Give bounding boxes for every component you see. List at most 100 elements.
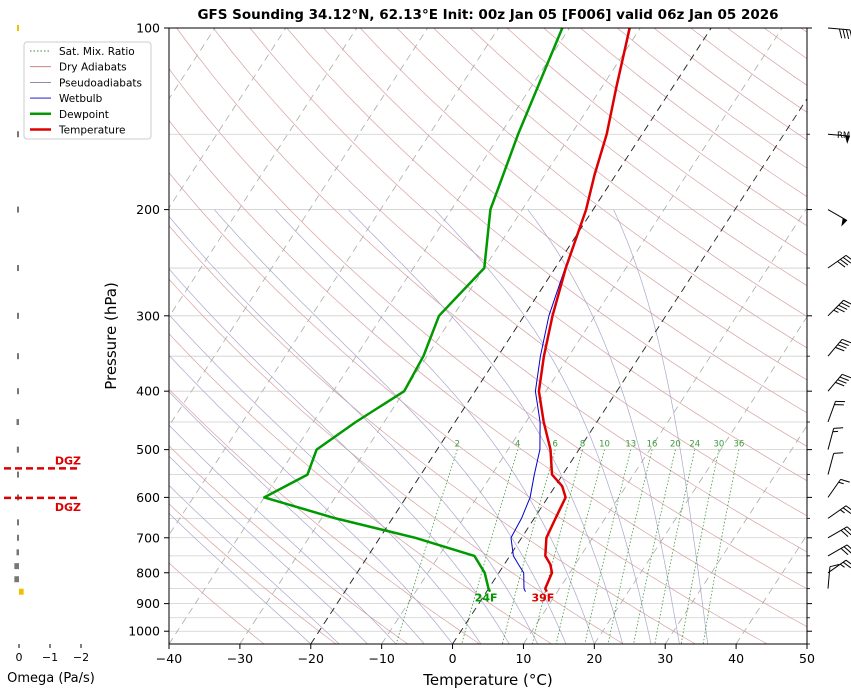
omega-bar — [14, 563, 19, 570]
omega-bar — [17, 519, 19, 526]
x-tick-label: −10 — [368, 651, 394, 666]
pseudoadiabat-line — [169, 512, 312, 644]
legend-label: Pseudoadiabats — [59, 77, 142, 89]
omega-tick-label: −2 — [73, 651, 89, 664]
omega-bar — [17, 353, 19, 360]
pseudoadiabat-line — [169, 484, 340, 644]
mixing-ratio-label: 36 — [733, 440, 744, 450]
wind-barb-full — [835, 307, 845, 313]
dry-adiabat-line — [286, 28, 807, 447]
wind-barb-full — [845, 505, 851, 512]
x-tick-label: 40 — [728, 651, 744, 666]
mixing-ratio-line — [395, 449, 458, 644]
pseudoadiabat-line — [169, 215, 538, 644]
chart-title: GFS Sounding 34.12°N, 62.13°E Init: 00z … — [197, 7, 778, 23]
omega-panel: 0 −1 −2 DGZ DGZ — [4, 25, 89, 664]
wind-barb-full — [849, 29, 851, 40]
wind-barb — [827, 563, 840, 589]
temperature-line — [537, 28, 631, 593]
pseudoadiabat-line — [169, 354, 453, 644]
wind-barb-staff — [827, 428, 835, 450]
wind-barb-full — [842, 29, 846, 39]
x-axis: −40 −30 −20 −10 0 10 20 30 40 50 — [156, 644, 815, 666]
wind-barb — [827, 338, 851, 357]
wind-barb-full — [835, 400, 846, 403]
y-tick-label: 500 — [136, 442, 160, 457]
mixing-ratio-line — [702, 449, 740, 644]
pseudoadiabat-line — [527, 209, 680, 644]
wind-barb-full — [845, 559, 851, 567]
omega-bar — [17, 25, 19, 31]
wind-barb-full — [839, 341, 849, 346]
dry-adiabat-line — [800, 28, 807, 33]
wind-barb-full — [842, 256, 851, 264]
pseudoadiabat-line — [169, 268, 510, 644]
wind-barb — [827, 400, 846, 423]
plot-frame — [168, 27, 808, 645]
wind-barb-full — [835, 381, 845, 387]
wind-barb — [827, 373, 851, 392]
y-tick-label: 800 — [136, 565, 160, 580]
wind-barb-staff — [827, 339, 843, 357]
isotherm-line — [735, 534, 807, 644]
background-lines: 2 4 6 8 10 13 16 20 24 30 36 — [169, 28, 807, 644]
dewpoint-line — [263, 28, 564, 593]
wind-barb-full — [843, 546, 851, 554]
x-tick-label: 50 — [799, 651, 815, 666]
mixing-ratio-label: 24 — [689, 440, 700, 450]
wind-barb-full — [837, 379, 847, 384]
mixing-ratio-label: 16 — [647, 440, 658, 450]
x-tick-label: −20 — [298, 651, 324, 666]
wind-barb-full — [840, 548, 849, 556]
wind-barb-full — [842, 561, 851, 569]
storm-motion-label: RM — [837, 131, 850, 141]
x-tick-label: −40 — [156, 651, 182, 666]
y-tick-label: 700 — [136, 530, 160, 545]
mixing-ratio-label: 6 — [552, 440, 557, 450]
wind-barb-full — [843, 528, 851, 536]
wind-barb — [827, 526, 851, 539]
dry-adiabat-line — [169, 172, 768, 644]
omega-bar — [16, 419, 19, 426]
wind-barb-staff — [827, 559, 847, 574]
wind-barb-staff — [827, 374, 843, 392]
wind-barb — [827, 452, 844, 475]
wind-barb-half — [839, 509, 845, 514]
wind-barb-full — [837, 261, 846, 268]
isotherm-line — [169, 28, 358, 318]
y-tick-label: 600 — [136, 490, 160, 505]
omega-bar — [17, 312, 19, 319]
y-tick-label: 400 — [136, 384, 160, 399]
dry-adiabat-line — [169, 225, 696, 644]
wind-barb-full — [845, 254, 851, 262]
omega-bar — [17, 471, 19, 478]
mixing-ratio-line — [461, 449, 519, 644]
dry-adiabat-line — [470, 28, 807, 287]
dry-adiabat-line — [359, 28, 807, 381]
isotherm-line — [169, 28, 499, 536]
omega-bar — [17, 206, 19, 213]
dry-adiabat-line — [323, 28, 807, 414]
omega-bar — [17, 131, 19, 138]
omega-bar — [16, 446, 19, 453]
pseudoadiabat-line — [274, 209, 595, 644]
wind-barb — [827, 133, 850, 144]
dry-adiabat-line — [396, 28, 807, 349]
wind-barb-full — [835, 346, 845, 352]
mixing-ratio-label: 13 — [625, 440, 636, 450]
legend-label: Dry Adiabats — [59, 62, 127, 74]
y-tick-label: 100 — [136, 21, 160, 36]
pseudoadiabat-line — [214, 209, 567, 644]
wind-barb — [827, 209, 848, 227]
wind-barb-full — [834, 404, 844, 406]
mixing-ratio-line — [531, 449, 583, 644]
plot-area — [169, 28, 807, 644]
mixing-ratio-label: 2 — [455, 440, 460, 450]
mixing-ratio-label: 20 — [670, 440, 681, 450]
omega-bar — [14, 576, 19, 583]
wind-barb-full — [833, 452, 844, 454]
wind-barb-full — [839, 376, 849, 381]
pseudoadiabat-line — [348, 209, 624, 644]
omega-axis-label: Omega (Pa/s) — [7, 671, 95, 686]
